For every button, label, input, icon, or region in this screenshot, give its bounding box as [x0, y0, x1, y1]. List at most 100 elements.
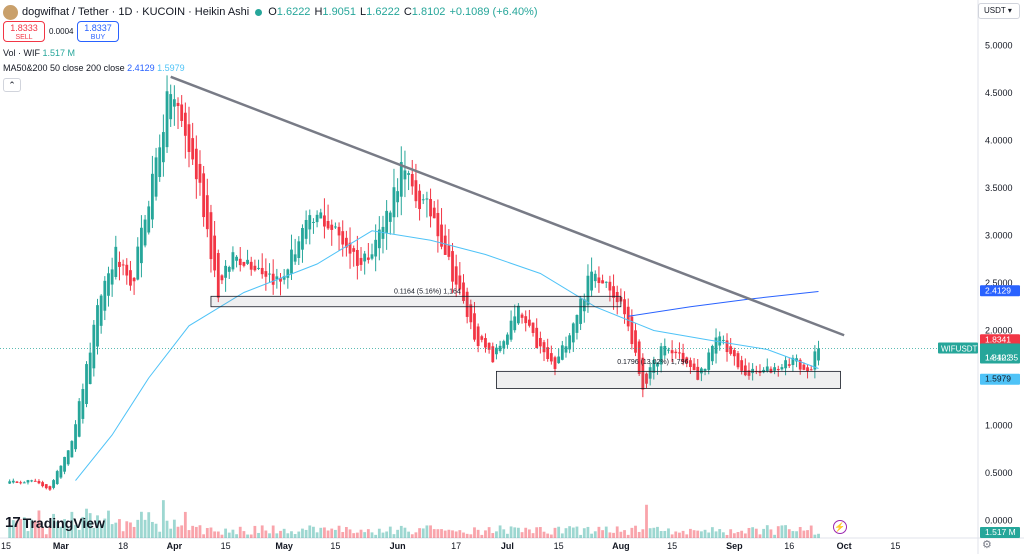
- candle-body: [151, 173, 154, 220]
- volume-bar: [85, 508, 88, 538]
- candle-body: [315, 214, 319, 223]
- candle-body: [63, 456, 66, 472]
- settings-gear-icon[interactable]: ⚙: [982, 539, 992, 551]
- volume-bar: [776, 526, 780, 538]
- volume-bar: [612, 532, 615, 538]
- candle-body: [77, 401, 81, 437]
- candle-body: [271, 273, 275, 285]
- trendline[interactable]: [170, 75, 845, 337]
- lightning-icon[interactable]: ⚡: [833, 520, 847, 534]
- volume-bar: [88, 513, 92, 538]
- volume-bar: [59, 526, 63, 538]
- volume-bar: [425, 525, 429, 538]
- symbol-title[interactable]: dogwifhat / Tether · 1D · KUCOIN · Heiki…: [22, 6, 250, 18]
- candle-body: [696, 366, 700, 380]
- candle-body: [590, 271, 593, 291]
- tradingview-logo[interactable]: 17 TradingView: [5, 514, 105, 531]
- price-tick-label: 0.5000: [985, 468, 1013, 478]
- buy-label: BUY: [90, 34, 106, 41]
- currency-selector[interactable]: USDT ▾: [978, 3, 1020, 19]
- volume-bar: [114, 522, 118, 538]
- candle-body: [235, 256, 238, 261]
- volume-bar: [231, 529, 235, 538]
- volume-bar: [158, 531, 162, 538]
- candle-body: [469, 304, 473, 323]
- volume-bar: [385, 531, 389, 538]
- candle-body: [784, 360, 787, 369]
- volume-bar: [359, 529, 363, 538]
- candle-body: [436, 212, 440, 237]
- volume-bar: [707, 532, 711, 538]
- volume-bar: [798, 526, 802, 538]
- candle-body: [604, 281, 608, 283]
- candle-body: [542, 342, 546, 353]
- candle-body: [623, 299, 626, 315]
- candle-body: [637, 341, 641, 374]
- collapse-legend-button[interactable]: ⌃: [3, 78, 21, 92]
- volume-bar: [517, 527, 520, 538]
- volume-bar: [754, 528, 758, 538]
- candle-body: [70, 441, 74, 458]
- volume-bar: [586, 526, 590, 538]
- candle-body: [257, 267, 260, 269]
- candle-body: [447, 245, 451, 257]
- candle-body: [41, 482, 44, 487]
- volume-bar: [110, 524, 114, 538]
- candle-body: [326, 220, 330, 229]
- price-change: +0.1089 (+6.40%): [449, 6, 538, 18]
- price-tick-label: 4.0000: [985, 136, 1013, 146]
- ma-legend[interactable]: MA50&200 50 close 200 close 2.4129 1.597…: [3, 63, 185, 73]
- candle-body: [802, 364, 806, 370]
- volume-bar: [436, 529, 440, 538]
- volume-bar: [275, 533, 279, 538]
- volume-bar: [249, 534, 253, 538]
- range-box[interactable]: [210, 295, 622, 308]
- volume-bar: [165, 520, 169, 538]
- candle-body: [191, 138, 195, 160]
- candle-body: [172, 99, 176, 107]
- currency-label: USDT: [984, 6, 1006, 15]
- volume-legend[interactable]: Vol · WIF 1.517 M: [3, 48, 76, 58]
- candle-body: [147, 206, 151, 233]
- candle-body: [586, 275, 590, 306]
- volume-bar: [637, 531, 641, 538]
- volume-bar: [414, 532, 418, 538]
- time-tick-label: 15: [330, 541, 340, 551]
- candle-body: [227, 266, 231, 272]
- candle-body: [96, 305, 99, 347]
- volume-bar: [601, 530, 604, 538]
- ohlc-low: L1.6222: [360, 6, 400, 18]
- buy-button[interactable]: 1.8337 BUY: [77, 21, 119, 42]
- volume-bar: [542, 531, 546, 538]
- time-tick-label: Aug: [612, 541, 630, 551]
- candle-body: [359, 257, 363, 265]
- candle-body: [527, 319, 531, 326]
- candle-body: [110, 269, 114, 285]
- volume-bar: [678, 532, 681, 538]
- candle-body: [487, 342, 491, 350]
- volume-bar: [784, 525, 787, 538]
- candle-body: [268, 273, 271, 275]
- symbol-tag-bg: [938, 342, 978, 354]
- candle-body: [703, 368, 707, 371]
- volume-bar: [571, 527, 575, 538]
- volume-badge: 1.517 M: [985, 527, 1016, 537]
- volume-bar: [447, 529, 451, 538]
- volume-bar: [198, 525, 202, 538]
- volume-bar: [787, 529, 791, 538]
- volume-bar: [579, 534, 583, 538]
- candle-body: [52, 480, 55, 488]
- range-box[interactable]: [496, 370, 841, 389]
- volume-bar: [462, 532, 465, 538]
- volume-bar: [381, 532, 385, 538]
- sell-button[interactable]: 1.8333 SELL: [3, 21, 45, 42]
- ma200-badge: 1.5979: [985, 374, 1011, 384]
- market-open-icon: [255, 8, 263, 16]
- volume-bar: [626, 534, 630, 538]
- volume-bar: [352, 533, 356, 538]
- ohlc-open: O1.6222: [268, 6, 311, 18]
- candle-body: [392, 187, 396, 218]
- volume-bar: [703, 529, 707, 538]
- candle-body: [721, 339, 725, 341]
